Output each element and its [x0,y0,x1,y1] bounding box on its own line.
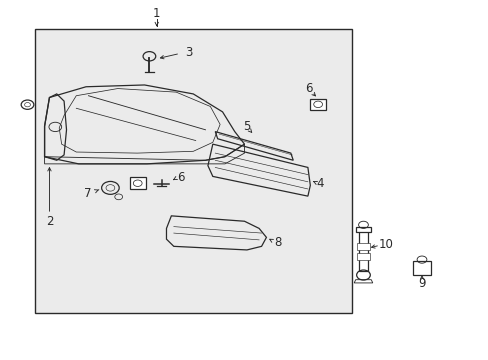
Text: 3: 3 [184,46,192,59]
Bar [35,30,351,313]
Text: 4: 4 [316,177,323,190]
Bar [130,177,145,189]
Text: 5: 5 [243,120,250,133]
Text: 6: 6 [177,171,184,184]
Bar [355,226,370,232]
Text: 6: 6 [305,82,312,95]
Bar [412,261,430,275]
Bar [358,230,367,271]
Text: 1: 1 [153,7,160,20]
Bar [356,243,369,250]
Bar [310,99,325,110]
Text: 10: 10 [378,238,392,251]
Text: 9: 9 [417,278,425,291]
Bar [356,253,369,260]
Text: 7: 7 [83,187,91,200]
Text: 2: 2 [45,215,53,228]
Text: 8: 8 [273,236,281,249]
